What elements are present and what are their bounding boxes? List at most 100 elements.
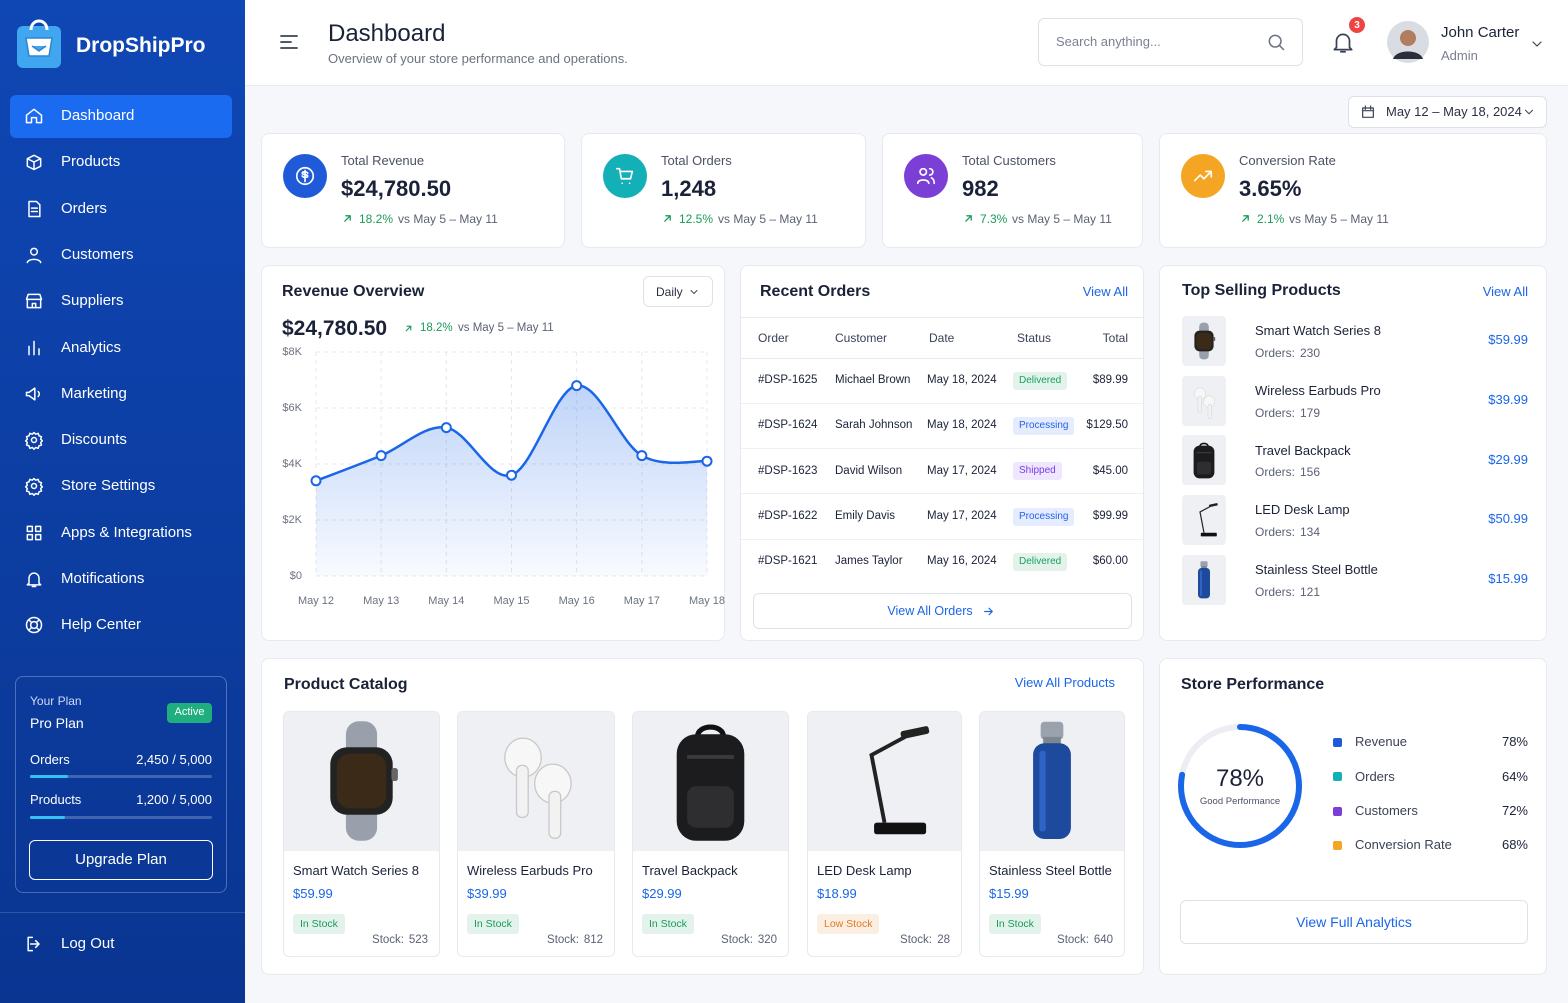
product-name: Stainless Steel Bottle <box>989 863 1112 879</box>
notification-count: 3 <box>1354 19 1360 31</box>
upgrade-button[interactable] <box>29 840 213 880</box>
nav-label[interactable]: Orders <box>61 199 107 217</box>
panel-title: Recent Orders <box>760 283 871 301</box>
stock-count: 640 <box>1093 934 1113 947</box>
product-price: $59.99 <box>293 886 333 902</box>
kpi-value: $24,780.50 <box>341 175 452 201</box>
point <box>506 469 517 481</box>
nav-label[interactable]: Store Settings <box>61 477 156 495</box>
kpi-value: 3.65% <box>1239 175 1302 201</box>
orders-label: Orders: <box>1255 405 1296 420</box>
nav-label[interactable]: Products <box>61 153 121 171</box>
period-select[interactable] <box>643 276 713 307</box>
order-date: May 17, 2024 <box>927 464 997 477</box>
order-status: Shipped <box>1013 462 1062 481</box>
kpi-label: Conversion Rate <box>1239 153 1336 169</box>
icon <box>24 431 44 451</box>
nav-label[interactable]: Dashboard <box>61 107 135 124</box>
icon-shape <box>28 340 40 355</box>
nav-label[interactable]: Help Center <box>61 616 142 634</box>
view-all-link[interactable]: View All Products <box>1014 675 1115 691</box>
point <box>636 450 648 462</box>
shape <box>391 768 398 781</box>
date-range-picker[interactable] <box>1348 96 1547 128</box>
plan-products-label: Products <box>30 792 82 808</box>
icon <box>296 166 314 186</box>
y-tick-label: $8K <box>282 346 302 358</box>
order-total: $60.00 <box>1092 554 1128 567</box>
kpi-value: 1,248 <box>661 175 717 201</box>
shape <box>1200 532 1217 537</box>
icon <box>27 936 40 952</box>
shape <box>1033 743 1071 839</box>
y-tick-label: $4K <box>282 458 302 470</box>
user-role: Admin <box>1441 48 1478 64</box>
view-all-link[interactable]: View All <box>1482 284 1528 300</box>
stock-status: In Stock <box>989 913 1041 935</box>
divider <box>741 448 1143 450</box>
kpi-icon <box>1181 154 1225 198</box>
revenue-change: 18.2% <box>420 322 453 335</box>
order-status: Delivered <box>1013 552 1068 571</box>
period[interactable]: Daily <box>656 284 683 299</box>
order-id: #DSP-1623 <box>758 464 818 477</box>
x-tick-label: May 18 <box>689 595 725 607</box>
icon <box>26 247 42 264</box>
plan-orders-value: 2,450 / 5,000 <box>136 752 212 768</box>
search-box[interactable] <box>1038 18 1303 66</box>
analytics-button[interactable] <box>1180 900 1528 944</box>
shape <box>687 755 734 759</box>
product-name: LED Desk Lamp <box>1255 502 1350 518</box>
icon-shape <box>405 325 411 331</box>
nav-label[interactable]: Marketing <box>61 384 127 402</box>
shape <box>1213 337 1216 341</box>
metric-value: 78% <box>1501 734 1528 750</box>
orders-count: 156 <box>1300 465 1321 480</box>
stock-status: In Stock <box>642 913 694 935</box>
view-all-link[interactable]: View All <box>1082 284 1128 300</box>
kpi-icon-bg <box>1181 154 1225 198</box>
product-image <box>1033 721 1071 839</box>
nav-label[interactable]: Customers <box>61 245 134 263</box>
legend-dot <box>1333 806 1342 816</box>
view-all-orders[interactable]: View All Orders <box>887 603 973 618</box>
revenue-compare: vs May 5 – May 11 <box>458 322 554 335</box>
nav-label[interactable]: Suppliers <box>61 292 124 310</box>
score: 78% <box>1215 764 1265 792</box>
plan-status-badge <box>167 703 212 723</box>
nav-label[interactable]: Analytics <box>61 338 122 356</box>
logo-handle <box>29 19 49 31</box>
shape <box>869 735 907 823</box>
stock-label: Stock: <box>547 934 579 947</box>
product-image <box>1198 560 1210 599</box>
order-status: Processing <box>1013 417 1075 436</box>
icon-shape <box>26 572 42 588</box>
order-id: #DSP-1622 <box>758 509 818 522</box>
panel-title: Store Performance <box>1181 676 1325 694</box>
product-price: $15.99 <box>989 886 1029 902</box>
nav-label[interactable]: Discounts <box>61 431 127 449</box>
icon-shape <box>964 214 972 222</box>
icon-shape <box>1362 105 1374 118</box>
icon <box>26 154 42 171</box>
product-price: $50.99 <box>1488 511 1528 527</box>
icon-shape <box>1241 214 1249 222</box>
icon <box>25 617 43 634</box>
orders-count: 230 <box>1300 345 1321 360</box>
orders-label: Orders: <box>1255 345 1296 360</box>
view-all-orders-button[interactable] <box>753 593 1132 629</box>
icon <box>1333 33 1353 53</box>
icon-shape <box>28 200 41 217</box>
product-price: $29.99 <box>642 886 682 902</box>
logout[interactable]: Log Out <box>61 935 115 952</box>
nav-label[interactable]: Motifications <box>61 570 145 587</box>
icon-shape <box>983 607 993 615</box>
plan-label: Your Plan <box>30 693 82 708</box>
upgrade-label[interactable]: Upgrade Plan <box>75 851 167 868</box>
analytics-button-label[interactable]: View Full Analytics <box>1296 913 1412 930</box>
nav-label[interactable]: Apps & Integrations <box>61 523 192 541</box>
stock-count: 812 <box>583 934 603 947</box>
product-price: $39.99 <box>1488 391 1528 407</box>
legend-dot <box>1333 772 1342 782</box>
